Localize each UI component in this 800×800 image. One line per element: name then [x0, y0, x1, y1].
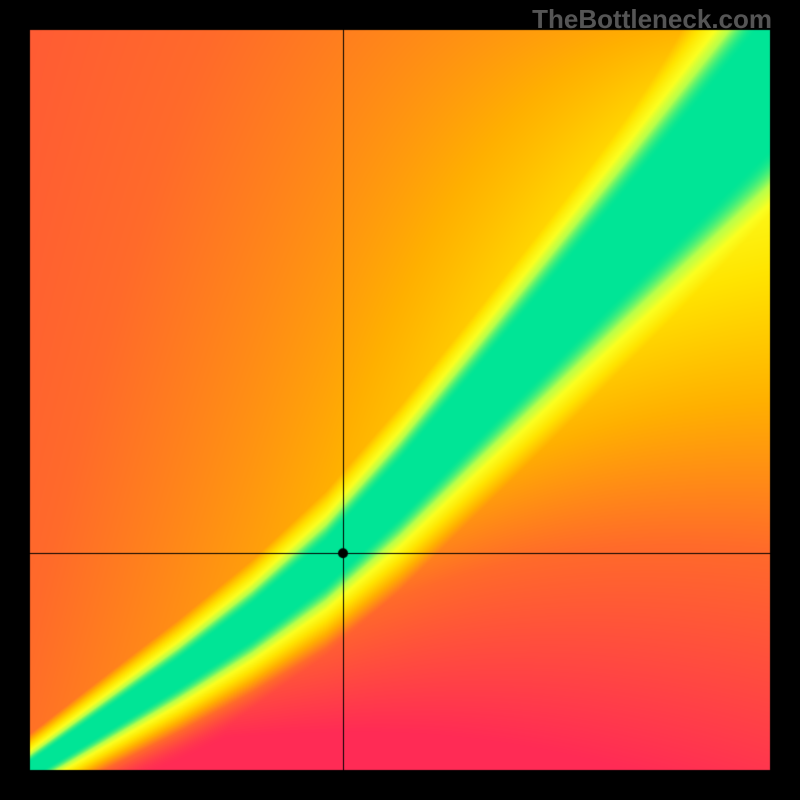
chart-container: TheBottleneck.com [0, 0, 800, 800]
watermark-label: TheBottleneck.com [532, 4, 772, 35]
bottleneck-heatmap [0, 0, 800, 800]
